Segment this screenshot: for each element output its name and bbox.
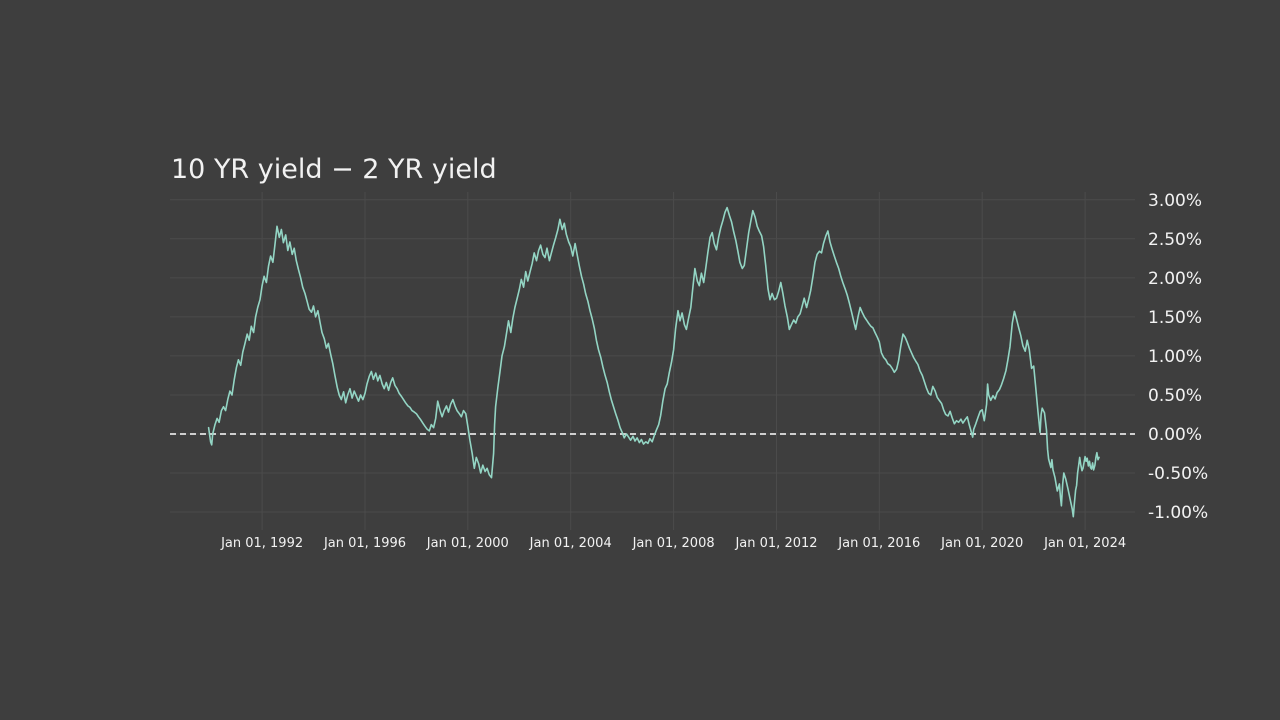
y-tick-label: 2.50% bbox=[1148, 230, 1202, 250]
x-tick-label: Jan 01, 1996 bbox=[323, 536, 406, 551]
chart-title: 10 YR yield − 2 YR yield bbox=[171, 154, 497, 185]
y-tick-label: 0.00% bbox=[1148, 425, 1202, 445]
y-tick-label: 0.50% bbox=[1148, 386, 1202, 406]
x-tick-label: Jan 01, 2012 bbox=[734, 536, 817, 551]
y-tick-label: 3.00% bbox=[1148, 191, 1202, 211]
y-tick-label: -0.50% bbox=[1148, 464, 1208, 484]
x-tick-label: Jan 01, 2004 bbox=[529, 536, 612, 551]
spread-series-line bbox=[207, 206, 1100, 518]
x-tick-label: Jan 01, 2016 bbox=[837, 536, 920, 551]
y-tick-label: -1.00% bbox=[1148, 503, 1208, 523]
x-tick-label: Jan 01, 2020 bbox=[940, 536, 1023, 551]
y-tick-label: 1.00% bbox=[1148, 347, 1202, 367]
x-tick-label: Jan 01, 1992 bbox=[220, 536, 303, 551]
x-tick-label: Jan 01, 2000 bbox=[426, 536, 509, 551]
y-tick-label: 2.00% bbox=[1148, 269, 1202, 289]
y-tick-label: 1.50% bbox=[1148, 308, 1202, 328]
x-tick-label: Jan 01, 2024 bbox=[1043, 536, 1126, 551]
x-tick-label: Jan 01, 2008 bbox=[632, 536, 715, 551]
